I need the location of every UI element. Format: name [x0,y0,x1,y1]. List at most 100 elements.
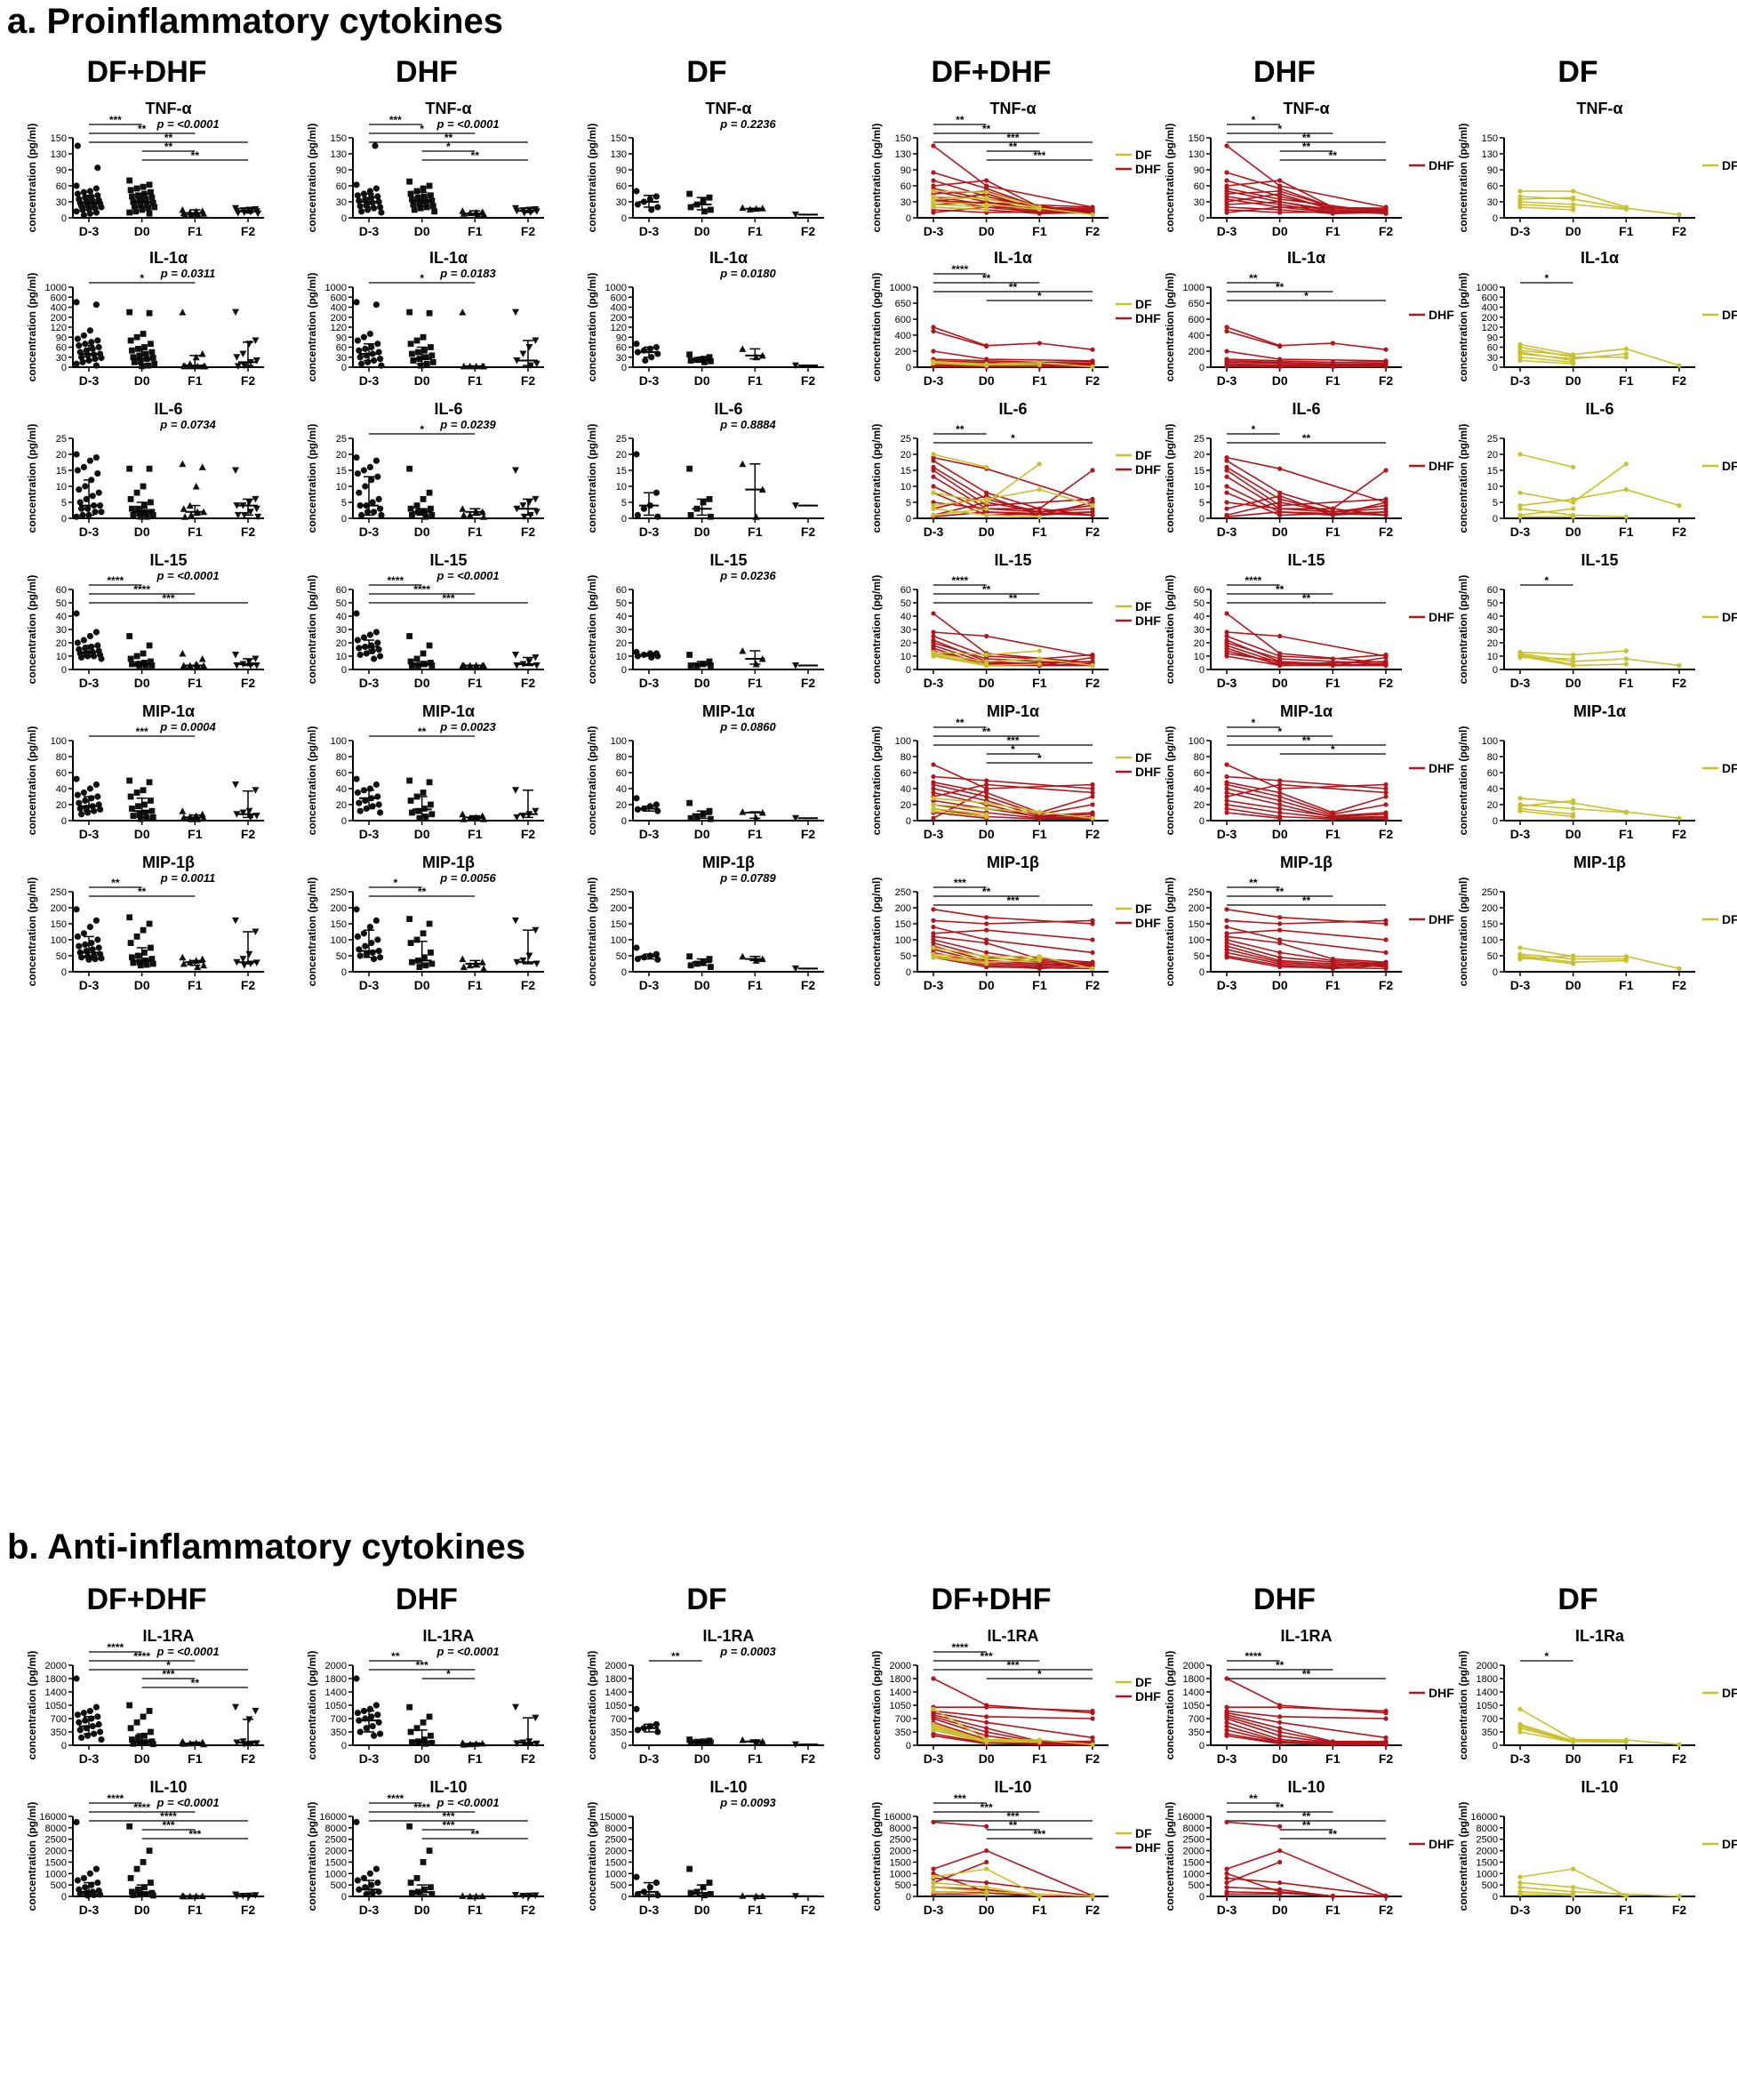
data-point [353,453,360,461]
data-point [146,1848,153,1854]
data-point [73,360,80,367]
x-tick-label: D-3 [1217,1751,1237,1766]
y-tick-label: 1500 [45,1857,67,1868]
y-axis-label: concentration (pg/ml) [586,1802,598,1912]
y-tick-label: 0 [341,967,347,978]
data-point [363,1725,370,1732]
y-tick-label: 700 [1189,1714,1205,1725]
series-point-dhf [1277,1704,1283,1710]
series-point-df [1571,662,1576,669]
series-line-dhf [1226,363,1387,367]
data-point [80,463,87,471]
data-point [127,655,134,662]
series-point-df [1517,506,1523,511]
series-point-dhf [1037,816,1042,822]
legend-label-dhf: DHF [1135,765,1161,779]
x-tick-label: D-3 [359,1903,380,1917]
y-tick-label: 60 [336,768,347,779]
data-point [82,645,89,652]
data-point [792,362,799,370]
series-line-dhf [933,764,1093,790]
series-point-dhf [1383,950,1389,955]
series-line-dhf [933,929,1093,941]
data-point [129,806,135,812]
data-point [133,489,140,496]
data-point [86,924,93,931]
series-point-df [1623,355,1629,360]
x-tick-label: D0 [1272,978,1288,992]
p-value-label: p = <0.0001 [436,569,499,582]
series-point-dhf [931,464,936,470]
data-point [148,1880,154,1886]
data-point [421,193,428,200]
data-point [82,1717,89,1724]
series-point-df [931,1880,936,1886]
series-point-dhf [931,1819,936,1825]
data-point [180,661,188,669]
data-point [358,511,365,519]
series-point-dhf [1090,1716,1095,1721]
series-point-dhf [984,1859,989,1865]
series-point-dhf [931,484,936,489]
y-tick-label: 0 [621,363,627,373]
data-point [126,1823,133,1830]
y-tick-label: 2000 [325,1847,347,1857]
data-point [406,1703,413,1711]
significance-label: * [1011,432,1015,445]
data-point [137,202,144,208]
x-tick-label: F1 [1619,827,1634,841]
data-point [372,917,380,924]
series-point-dhf [984,915,989,920]
data-point [406,916,413,922]
series-point-dhf [1383,503,1389,509]
series-point-df [1517,1891,1523,1897]
series-point-dhf [1090,937,1095,942]
data-point [73,1818,80,1826]
data-point [142,1891,149,1897]
series-point-dhf [1224,629,1229,635]
x-tick-label: F2 [521,1903,536,1917]
data-point [86,210,93,217]
y-tick-label: 60 [1194,181,1205,192]
x-tick-label: D0 [134,525,150,539]
data-point [378,362,385,369]
data-point [460,815,468,822]
significance-label: ** [418,725,427,738]
y-tick-label: 1050 [1183,1701,1205,1711]
x-tick-label: F1 [468,373,483,388]
significance-label: * [1037,290,1042,302]
y-tick-label: 0 [906,816,911,827]
series-line-df [933,1708,1093,1745]
y-tick-label: 700 [895,1714,911,1725]
legend-label-dhf: DHF [1135,613,1161,628]
data-point [413,337,420,344]
data-point [179,650,187,657]
data-point [368,477,375,484]
x-tick-label: F1 [468,1751,483,1766]
data-point [369,647,376,654]
y-tick-label: 10 [616,482,627,493]
significance-label: ** [471,1828,480,1840]
series-line-df [1519,810,1573,818]
data-point [792,502,799,509]
significance-label: *** [954,1792,966,1805]
y-tick-label: 10 [616,652,627,662]
p-value-label: p = 0.0860 [719,720,776,733]
x-tick-label: D0 [414,373,430,388]
data-point [377,954,384,961]
data-point [356,807,364,814]
data-point [532,654,540,661]
significance-label: ** [1276,1801,1285,1814]
series-point-dhf [984,927,989,933]
series-point-df [1571,188,1576,194]
y-tick-label: 100 [1482,736,1498,747]
data-point [374,473,381,480]
series-point-dhf [1224,490,1229,495]
data-point [129,193,135,200]
x-tick-label: D0 [979,1751,995,1766]
series-point-df [1571,961,1576,966]
y-tick-label: 0 [61,213,67,224]
